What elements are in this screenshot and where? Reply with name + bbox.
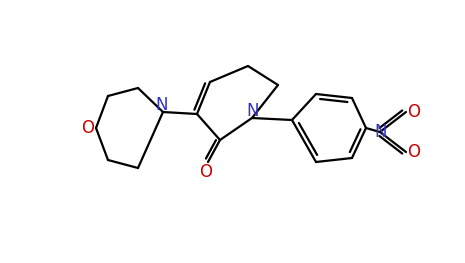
Text: N: N bbox=[247, 102, 259, 120]
Text: N: N bbox=[375, 123, 387, 141]
Text: O: O bbox=[407, 103, 420, 121]
Text: N: N bbox=[156, 96, 168, 114]
Text: O: O bbox=[199, 163, 213, 181]
Text: O: O bbox=[407, 143, 420, 161]
Text: O: O bbox=[81, 119, 94, 137]
